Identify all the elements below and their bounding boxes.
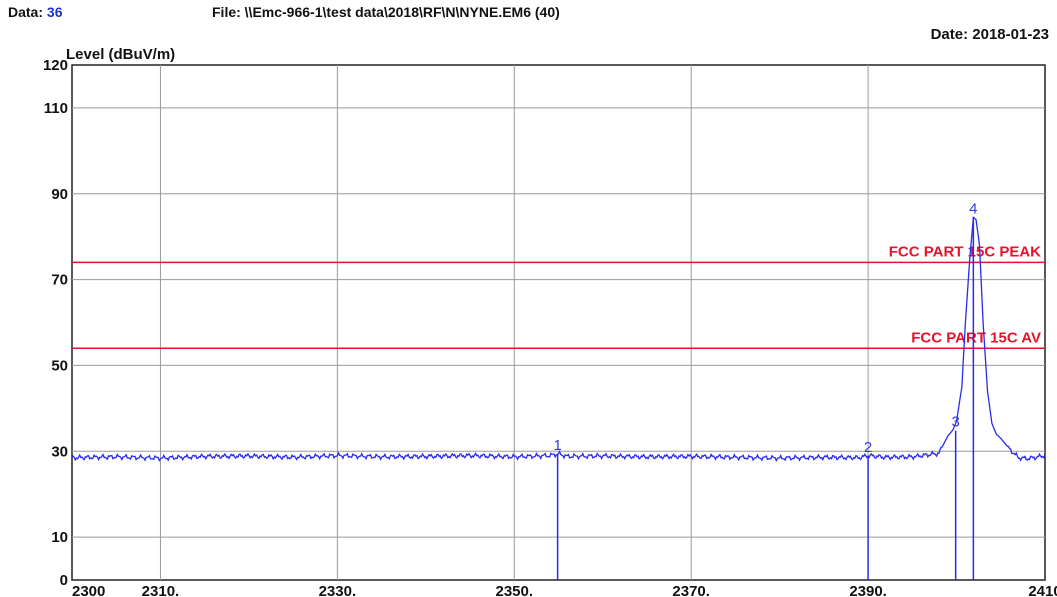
- y-tick-label: 30: [51, 443, 68, 460]
- x-tick-label: 2330.: [319, 583, 357, 597]
- plot-frame: [71, 64, 1046, 581]
- file-path: File: \\Emc-966-1\test data\2018\RF\N\NY…: [212, 4, 560, 20]
- y-tick-label: 10: [51, 529, 68, 546]
- x-tick-label: 2350.: [495, 583, 533, 597]
- y-tick-label: 70: [51, 272, 68, 289]
- test-date: Date: 2018-01-23: [930, 26, 1049, 43]
- x-tick-label: 2300: [72, 583, 105, 597]
- x-tick-label: 2390.: [849, 583, 887, 597]
- y-tick-label: 120: [43, 57, 68, 74]
- marker-label: 3: [951, 414, 959, 431]
- y-axis-label: Level (dBuV/m): [66, 46, 175, 63]
- data-index-label: Data:: [8, 4, 44, 20]
- x-tick-label: 2310.: [142, 583, 180, 597]
- marker-label: 1: [553, 437, 561, 454]
- limit-label: FCC PART 15C AV: [911, 329, 1041, 346]
- y-tick-label: 90: [51, 186, 68, 203]
- marker-label: 4: [969, 200, 977, 217]
- y-tick-label: 50: [51, 357, 68, 374]
- y-tick-label: 110: [44, 100, 68, 117]
- x-tick-label: 2410: [1028, 583, 1057, 597]
- x-tick-label: 2370.: [672, 583, 710, 597]
- data-index-value: 36: [46, 4, 63, 20]
- data-index: Data: 36: [8, 4, 62, 20]
- marker-label: 2: [864, 439, 872, 456]
- limit-label: FCC PART 15C PEAK: [889, 243, 1041, 260]
- y-tick-label: 0: [60, 572, 68, 589]
